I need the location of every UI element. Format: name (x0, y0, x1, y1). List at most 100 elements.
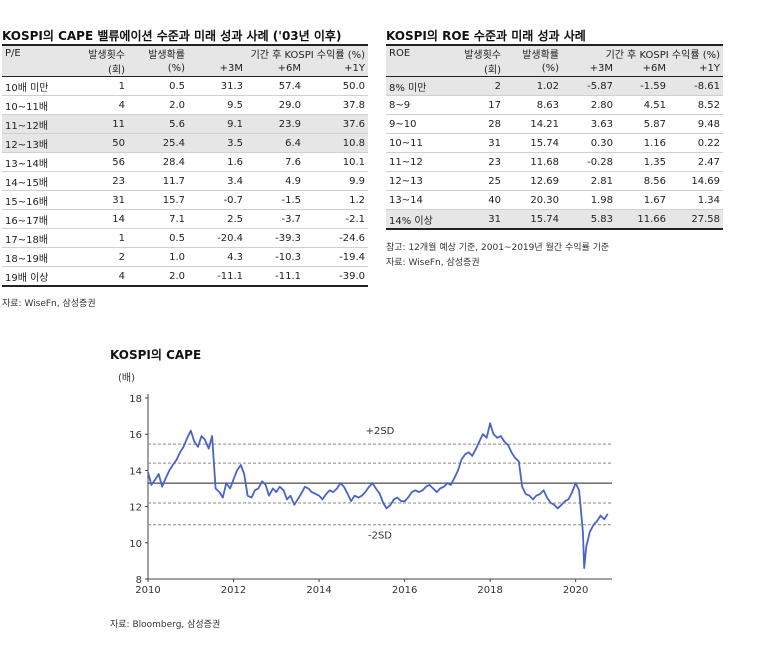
row-return-1y: 27.58 (669, 209, 724, 230)
row-count: 2 (446, 76, 504, 96)
row-return-6m: -11.1 (246, 266, 304, 287)
row-count: 17 (446, 95, 504, 115)
reference-line-label: +2SD (366, 426, 395, 437)
row-label: 11~12배 (2, 114, 80, 134)
row-return-3m: 9.1 (188, 114, 246, 134)
row-label: 12~13배 (2, 133, 80, 153)
y-tick-label: 18 (129, 394, 142, 405)
row-count: 1 (80, 76, 128, 96)
row-return-6m: 1.16 (616, 133, 669, 153)
table-row: 10~11배 4 2.0 9.5 29.0 37.8 (2, 95, 369, 115)
subheader-6m: +6M (616, 61, 669, 77)
row-prob: 11.68 (504, 152, 562, 172)
row-return-1y: 37.6 (304, 114, 369, 134)
row-label: 8% 미만 (386, 76, 446, 96)
row-prob: 14.21 (504, 114, 562, 134)
right-table-note: 참고: 12개월 예상 기준, 2001~2019년 월간 수익률 기준 (386, 243, 610, 253)
table-row: 13~14 40 20.30 1.98 1.67 1.34 (386, 190, 724, 210)
row-label: 19배 이상 (2, 266, 80, 287)
row-prob: 15.74 (504, 133, 562, 153)
table-row: 14~15배 23 11.7 3.4 4.9 9.9 (2, 171, 369, 191)
row-prob: 25.4 (128, 133, 188, 153)
row-label: 13~14배 (2, 152, 80, 172)
table-row: 15~16배 31 15.7 -0.7 -1.5 1.2 (2, 190, 369, 210)
row-return-3m: -11.1 (188, 266, 246, 287)
header-roe: ROE (386, 44, 446, 61)
x-tick-label: 2014 (306, 585, 331, 596)
row-return-3m: -5.87 (562, 76, 616, 96)
row-prob: 2.0 (128, 266, 188, 287)
row-return-3m: 0.30 (562, 133, 616, 153)
row-return-6m: 57.4 (246, 76, 304, 96)
row-return-3m: 31.3 (188, 76, 246, 96)
row-prob: 7.1 (128, 209, 188, 229)
row-return-6m: 11.66 (616, 209, 669, 230)
y-tick-label: 8 (136, 575, 142, 586)
table-row: 18~19배 2 1.0 4.3 -10.3 -19.4 (2, 247, 369, 267)
row-return-6m: 29.0 (246, 95, 304, 115)
row-return-1y: 1.34 (669, 190, 724, 210)
x-tick-label: 2018 (477, 585, 502, 596)
row-label: 16~17배 (2, 209, 80, 229)
row-return-6m: 5.87 (616, 114, 669, 134)
table-row: 8% 미만 2 1.02 -5.87 -1.59 -8.61 (386, 76, 724, 96)
row-return-3m: -0.7 (188, 190, 246, 210)
header-count: 발생횟수 (446, 44, 504, 61)
row-label: 14% 이상 (386, 209, 446, 230)
row-label: 12~13 (386, 171, 446, 191)
subheader-prob: (%) (504, 61, 562, 77)
table-row: 13~14배 56 28.4 1.6 7.6 10.1 (2, 152, 369, 172)
row-label: 9~10 (386, 114, 446, 134)
row-label: 10배 미만 (2, 76, 80, 96)
row-count: 23 (80, 171, 128, 191)
roe-table: ROE 발생횟수 발생확률 기간 후 KOSPI 수익률 (%) (회) (%)… (386, 44, 724, 230)
header-prob: 발생확률 (128, 44, 188, 61)
row-return-1y: 9.48 (669, 114, 724, 134)
table-row: 19배 이상 4 2.0 -11.1 -11.1 -39.0 (2, 266, 369, 287)
row-prob: 8.63 (504, 95, 562, 115)
row-prob: 12.69 (504, 171, 562, 191)
header-return: 기간 후 KOSPI 수익률 (%) (562, 44, 724, 61)
row-return-1y: 1.2 (304, 190, 369, 210)
row-return-3m: -0.28 (562, 152, 616, 172)
row-prob: 1.0 (128, 247, 188, 267)
row-return-6m: -10.3 (246, 247, 304, 267)
row-return-3m: 2.5 (188, 209, 246, 229)
cape-series-line (147, 422, 609, 569)
chart-title: KOSPI의 CAPE (110, 348, 202, 362)
header-pe: P/E (2, 44, 80, 61)
row-return-3m: -20.4 (188, 228, 246, 248)
row-return-6m: -1.5 (246, 190, 304, 210)
row-prob: 2.0 (128, 95, 188, 115)
row-return-1y: -39.0 (304, 266, 369, 287)
row-count: 23 (446, 152, 504, 172)
row-count: 40 (446, 190, 504, 210)
table-row: 8~9 17 8.63 2.80 4.51 8.52 (386, 95, 724, 115)
row-count: 56 (80, 152, 128, 172)
row-return-6m: 7.6 (246, 152, 304, 172)
subheader-prob: (%) (128, 61, 188, 77)
row-count: 31 (80, 190, 128, 210)
row-prob: 0.5 (128, 76, 188, 96)
row-return-6m: -1.59 (616, 76, 669, 96)
row-label: 15~16배 (2, 190, 80, 210)
row-prob: 15.7 (128, 190, 188, 210)
subheader-count: (회) (446, 61, 504, 77)
reference-line-label: -2SD (368, 531, 392, 542)
row-return-1y: 8.52 (669, 95, 724, 115)
row-return-3m: 3.5 (188, 133, 246, 153)
header-return: 기간 후 KOSPI 수익률 (%) (188, 44, 369, 61)
row-prob: 20.30 (504, 190, 562, 210)
row-prob: 11.7 (128, 171, 188, 191)
row-return-3m: 1.98 (562, 190, 616, 210)
subheader-6m: +6M (246, 61, 304, 77)
row-return-3m: 5.83 (562, 209, 616, 230)
table-row: 12~13배 50 25.4 3.5 6.4 10.8 (2, 133, 369, 153)
subheader-1y: +1Y (304, 61, 369, 77)
row-return-6m: 1.67 (616, 190, 669, 210)
row-count: 1 (80, 228, 128, 248)
row-return-1y: 9.9 (304, 171, 369, 191)
row-return-3m: 2.81 (562, 171, 616, 191)
y-tick-label: 16 (129, 430, 142, 441)
x-tick-label: 2016 (392, 585, 417, 596)
